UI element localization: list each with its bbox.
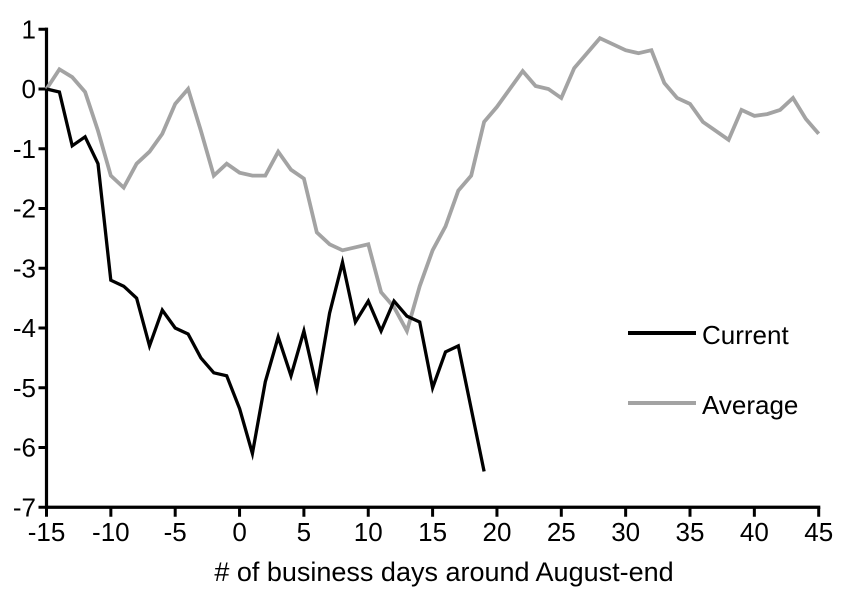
y-tick-label: 0 xyxy=(22,74,36,104)
x-tick-label: -5 xyxy=(164,517,187,547)
y-tick-label: -6 xyxy=(13,433,36,463)
y-tick-label: -2 xyxy=(13,194,36,224)
x-tick-label: 30 xyxy=(611,517,640,547)
legend-label-average: Average xyxy=(702,390,799,420)
x-tick-label: 35 xyxy=(676,517,705,547)
x-tick-label: 20 xyxy=(482,517,511,547)
x-axis-title: # of business days around August-end xyxy=(214,557,674,587)
y-tick-label: -3 xyxy=(13,253,36,283)
series-line-average xyxy=(44,35,821,337)
legend-line-current xyxy=(628,331,696,335)
x-tick-label: 40 xyxy=(740,517,769,547)
x-tick-label: 5 xyxy=(297,517,311,547)
y-tick-label: -1 xyxy=(13,134,36,164)
legend-line-average xyxy=(628,401,696,405)
x-tick-label: 45 xyxy=(804,517,833,547)
x-tick-label: -15 xyxy=(28,517,66,547)
x-tick-label: 15 xyxy=(418,517,447,547)
y-tick-label: 1 xyxy=(22,14,36,44)
y-tick-label: -5 xyxy=(13,373,36,403)
legend-label-current: Current xyxy=(702,320,789,350)
y-tick-label: -7 xyxy=(13,492,36,522)
y-tick-label: -4 xyxy=(13,313,36,343)
series-line-current xyxy=(46,87,486,472)
x-tick-label: -10 xyxy=(92,517,130,547)
x-tick-label: 10 xyxy=(354,517,383,547)
x-tick-label: 25 xyxy=(547,517,576,547)
x-tick-label: 0 xyxy=(232,517,246,547)
